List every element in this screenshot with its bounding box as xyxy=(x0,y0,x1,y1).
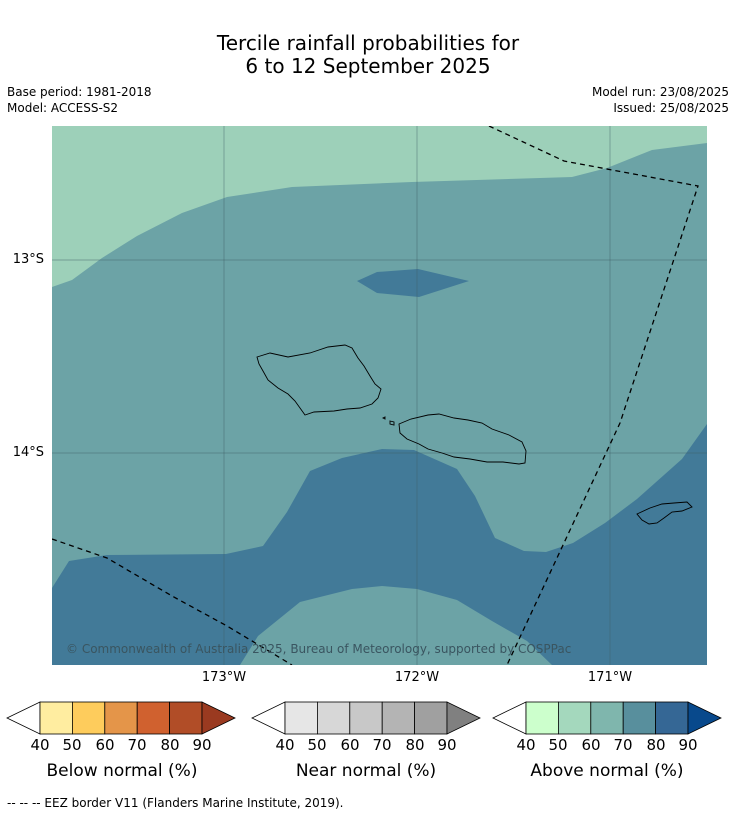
chart-title-line2: 6 to 12 September 2025 xyxy=(245,54,491,78)
meta-left: Base period: 1981-2018 Model: ACCESS-S2 xyxy=(7,84,152,116)
savaii-island xyxy=(256,344,382,416)
small-island xyxy=(381,416,386,420)
tutuila-island xyxy=(636,501,693,525)
lon-label-171w: 171°W xyxy=(587,670,633,685)
tick-label: 60 xyxy=(95,736,115,754)
colorbar-swatch xyxy=(414,701,448,735)
tick-label: 60 xyxy=(340,736,360,754)
colorbar-below-title: Below normal (%) xyxy=(46,761,198,781)
colorbar-extend-low xyxy=(6,701,41,735)
tick-label: 80 xyxy=(646,736,666,754)
region-above-60-south-bulge xyxy=(240,586,552,665)
lat-label-13s: 13°S xyxy=(12,252,44,267)
colorbar-extend-low xyxy=(492,701,527,735)
colorbar-swatch xyxy=(136,701,170,735)
colorbar-swatch xyxy=(590,701,624,735)
colorbar-swatch xyxy=(39,701,73,735)
eez-border xyxy=(52,126,699,665)
region-above-60 xyxy=(52,143,707,665)
tick-label: 60 xyxy=(581,736,601,754)
eez-footnote: -- -- -- EEZ border V11 (Flanders Marine… xyxy=(7,796,344,810)
tick-label: 40 xyxy=(516,736,536,754)
issued-date: Issued: 25/08/2025 xyxy=(613,101,729,115)
colorbar-swatch xyxy=(525,701,559,735)
colorbar-above-swatches xyxy=(492,701,722,735)
colorbar-swatch xyxy=(622,701,656,735)
colorbar-extend-high xyxy=(446,701,481,735)
small-island-2 xyxy=(389,420,395,426)
lat-label-14s: 14°S xyxy=(12,445,44,460)
copyright-text: © Commonwealth of Australia 2025, Bureau… xyxy=(66,642,571,656)
coastlines xyxy=(256,344,693,525)
colorbar-swatch xyxy=(169,701,203,735)
colorbar-below-normal xyxy=(6,701,236,735)
model-name: Model: ACCESS-S2 xyxy=(7,101,119,115)
tick-label: 90 xyxy=(192,736,212,754)
gridlines xyxy=(52,126,707,665)
tick-label: 70 xyxy=(372,736,392,754)
chart-title-line1: Tercile rainfall probabilities for xyxy=(216,31,520,55)
tick-label: 90 xyxy=(678,736,698,754)
colorbar-near-swatches xyxy=(251,701,481,735)
tick-label: 40 xyxy=(275,736,295,754)
tick-label: 80 xyxy=(160,736,180,754)
colorbar-swatch xyxy=(72,701,106,735)
tick-label: 70 xyxy=(127,736,147,754)
tick-label: 50 xyxy=(548,736,568,754)
colorbar-swatch xyxy=(104,701,138,735)
lon-label-172w: 172°W xyxy=(394,670,440,685)
colorbar-extend-high xyxy=(201,701,236,735)
upolu-island xyxy=(398,413,527,465)
tick-label: 50 xyxy=(62,736,82,754)
tick-label: 90 xyxy=(437,736,457,754)
tick-label: 80 xyxy=(405,736,425,754)
probability-map: © Commonwealth of Australia 2025, Bureau… xyxy=(52,126,707,665)
colorbar-near-title: Near normal (%) xyxy=(295,761,437,781)
tick-label: 50 xyxy=(307,736,327,754)
colorbar-swatch xyxy=(381,701,415,735)
tick-label: 70 xyxy=(613,736,633,754)
colorbar-swatch xyxy=(317,701,351,735)
colorbar-above-title: Above normal (%) xyxy=(530,761,684,781)
model-run: Model run: 23/08/2025 xyxy=(591,85,729,99)
colorbar-swatch xyxy=(349,701,383,735)
colorbar-swatch xyxy=(558,701,592,735)
colorbar-extend-low xyxy=(251,701,286,735)
colorbar-swatch xyxy=(284,701,318,735)
colorbar-near-normal xyxy=(251,701,481,735)
meta-right: Model run: 23/08/2025 Issued: 25/08/2025 xyxy=(592,84,729,116)
colorbar-extend-high xyxy=(687,701,722,735)
region-above-70-north-patch xyxy=(357,269,469,297)
lon-label-173w: 173°W xyxy=(201,670,247,685)
colorbar-above-normal xyxy=(492,701,722,735)
base-period: Base period: 1981-2018 xyxy=(7,85,152,99)
region-above-70-south xyxy=(52,424,707,665)
colorbar-below-swatches xyxy=(6,701,236,735)
tick-label: 40 xyxy=(30,736,50,754)
colorbar-swatch xyxy=(655,701,689,735)
